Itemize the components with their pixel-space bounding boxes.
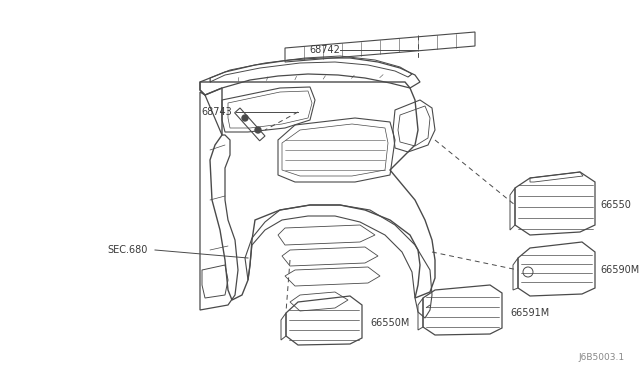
Text: 68742: 68742 — [309, 45, 340, 55]
Text: 66591M: 66591M — [510, 308, 549, 318]
Circle shape — [242, 115, 248, 121]
Text: J6B5003.1: J6B5003.1 — [579, 353, 625, 362]
Text: 66590M: 66590M — [600, 265, 639, 275]
Text: 68743: 68743 — [201, 107, 232, 117]
Circle shape — [255, 127, 261, 133]
Text: SEC.680: SEC.680 — [108, 245, 148, 255]
Text: 66550: 66550 — [600, 200, 631, 210]
Text: 66550M: 66550M — [370, 318, 410, 328]
